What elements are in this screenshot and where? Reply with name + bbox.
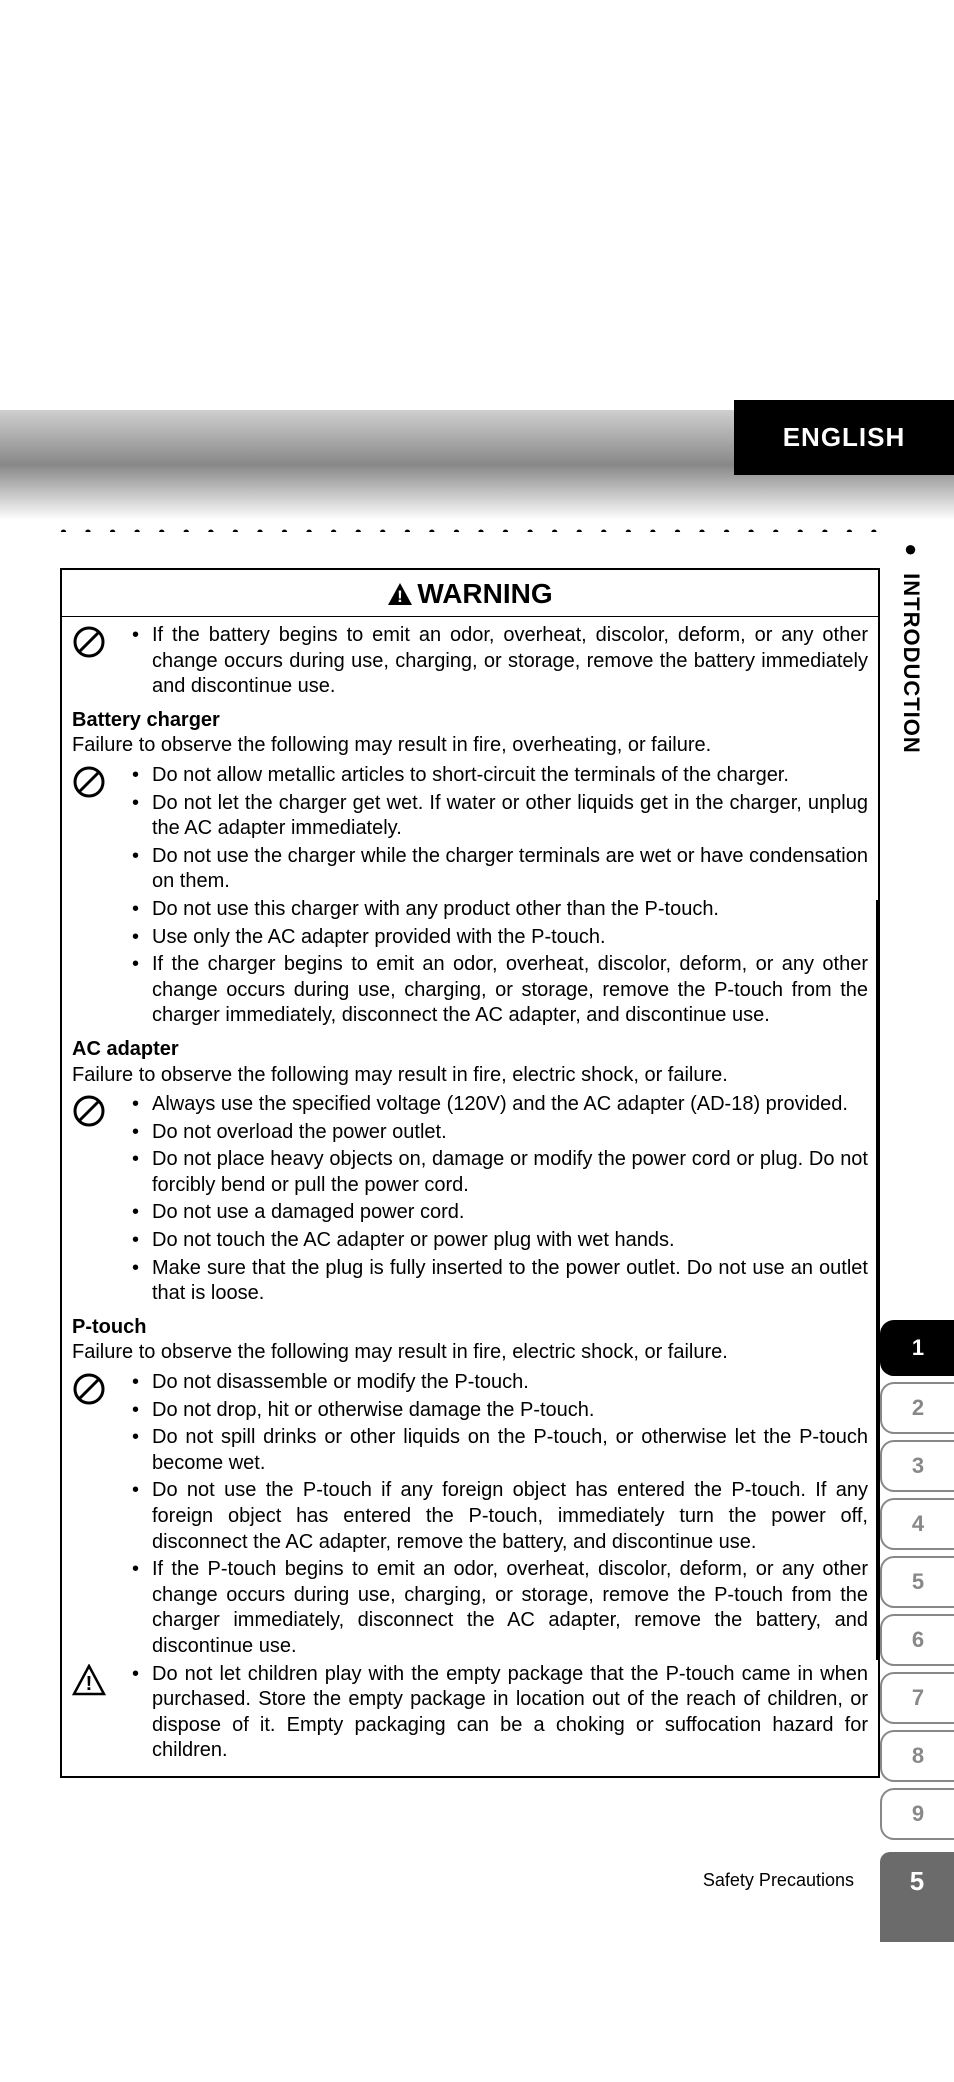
ac-lead: Failure to observe the following may res… — [72, 1063, 868, 1089]
dotted-rule: • • • • • • • • • • • • • • • • • • • • … — [60, 522, 880, 532]
ptouch-heading: P-touch — [72, 1315, 868, 1341]
language-tab: ENGLISH — [734, 400, 954, 475]
caution-triangle-icon: ! — [72, 1664, 106, 1696]
ac-item: Make sure that the plug is fully inserte… — [128, 1256, 868, 1307]
ac-item: Do not overload the power outlet. — [128, 1120, 868, 1146]
chapter-tab-6[interactable]: 6 — [880, 1614, 954, 1666]
battery-warning-item: If the battery begins to emit an odor, o… — [128, 623, 868, 700]
warning-triangle-icon: ! — [387, 582, 413, 606]
warning-box: ! WARNING If the battery begins to emit a… — [60, 568, 880, 1778]
footer-section-label: Safety Precautions — [703, 1870, 854, 1891]
ptouch-item: If the P-touch begins to emit an odor, o… — [128, 1557, 868, 1659]
chapter-tab-3[interactable]: 3 — [880, 1440, 954, 1492]
chapter-tab-4[interactable]: 4 — [880, 1498, 954, 1550]
warning-title: WARNING — [417, 578, 552, 609]
charger-item: If the charger begins to emit an odor, o… — [128, 952, 868, 1029]
ac-item: Do not place heavy objects on, damage or… — [128, 1147, 868, 1198]
chapter-tab-1[interactable]: 1 — [880, 1320, 954, 1376]
prohibit-icon — [72, 1372, 106, 1406]
chapter-tab-7[interactable]: 7 — [880, 1672, 954, 1724]
ac-heading: AC adapter — [72, 1037, 868, 1063]
page-number: 5 — [880, 1852, 954, 1942]
chapter-tabs: 1 2 3 4 5 6 7 8 9 — [880, 1320, 954, 1846]
ptouch-item: Do not drop, hit or otherwise damage the… — [128, 1398, 868, 1424]
charger-heading: Battery charger — [72, 708, 868, 734]
ptouch-item: Do not use the P-touch if any foreign ob… — [128, 1478, 868, 1555]
section-label: ● INTRODUCTION — [898, 540, 924, 754]
ac-item: Do not use a damaged power cord. — [128, 1200, 868, 1226]
prohibit-icon — [72, 1094, 106, 1128]
chapter-tab-2[interactable]: 2 — [880, 1382, 954, 1434]
side-rule — [876, 900, 878, 1660]
ptouch-lead: Failure to observe the following may res… — [72, 1340, 868, 1366]
chapter-tab-5[interactable]: 5 — [880, 1556, 954, 1608]
charger-item: Use only the AC adapter provided with th… — [128, 925, 868, 951]
prohibit-icon — [72, 625, 106, 659]
chapter-tab-9[interactable]: 9 — [880, 1788, 954, 1840]
charger-item: Do not let the charger get wet. If water… — [128, 791, 868, 842]
chapter-tab-8[interactable]: 8 — [880, 1730, 954, 1782]
ac-item: Do not touch the AC adapter or power plu… — [128, 1228, 868, 1254]
section-label-text: INTRODUCTION — [899, 573, 924, 754]
svg-text:!: ! — [397, 587, 403, 606]
svg-text:!: ! — [86, 1673, 93, 1695]
charger-item: Do not use the charger while the charger… — [128, 844, 868, 895]
ptouch-caution-item: Do not let children play with the empty … — [128, 1662, 868, 1764]
warning-body: If the battery begins to emit an odor, o… — [62, 617, 878, 1776]
ac-item: Always use the specified voltage (120V) … — [128, 1092, 868, 1118]
charger-item: Do not use this charger with any product… — [128, 897, 868, 923]
ptouch-item: Do not disassemble or modify the P-touch… — [128, 1370, 868, 1396]
charger-lead: Failure to observe the following may res… — [72, 733, 868, 759]
warning-header: ! WARNING — [62, 570, 878, 617]
prohibit-icon — [72, 765, 106, 799]
charger-item: Do not allow metallic articles to short-… — [128, 763, 868, 789]
ptouch-item: Do not spill drinks or other liquids on … — [128, 1425, 868, 1476]
